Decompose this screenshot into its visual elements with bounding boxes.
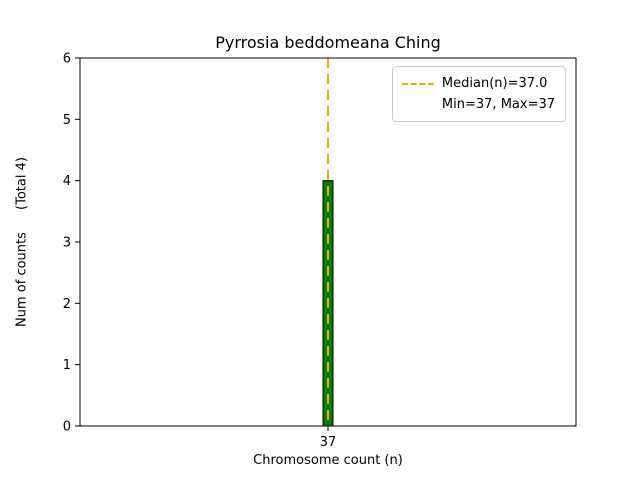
legend-label-minmax: Min=37, Max=37 [441,97,555,112]
y-axis-label-text: Num of counts [14,232,30,327]
legend-entry-minmax: Min=37, Max=37 [402,94,555,115]
y-tick-label: 2 [63,297,71,312]
empty-legend-sample [402,104,434,106]
y-axis-label-total: (Total 4) [14,157,30,210]
y-tick-label: 4 [63,174,71,189]
y-tick-label: 5 [63,113,71,128]
legend-entry-median: Median(n)=37.0 [401,73,555,94]
y-tick-label: 0 [63,420,71,435]
x-tick-label: 37 [320,435,337,450]
legend-label-median: Median(n)=37.0 [441,76,548,91]
y-tick-label: 1 [63,358,71,373]
legend: Median(n)=37.0 Min=37, Max=37 [391,66,566,122]
chart-title: Pyrrosia beddomeana Ching [215,33,441,52]
y-axis-label: Num of counts (Total 4) [15,157,30,327]
axes-frame [79,57,577,427]
x-axis-label: Chromosome count (n) [253,453,403,468]
y-tick-label: 6 [63,52,71,67]
y-tick-label: 3 [63,236,71,251]
median-dashed-line-sample [401,82,434,85]
